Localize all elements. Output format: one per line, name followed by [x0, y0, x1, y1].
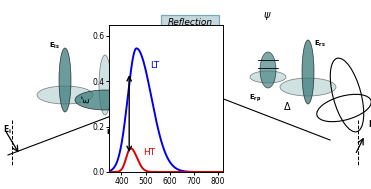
Text: Sample: Sample [173, 28, 207, 37]
Ellipse shape [302, 40, 314, 104]
Text: LT: LT [150, 61, 160, 70]
Text: $\theta$: $\theta$ [159, 93, 167, 105]
Ellipse shape [250, 71, 286, 83]
Text: Reflection: Reflection [167, 18, 213, 27]
Ellipse shape [37, 86, 93, 104]
Ellipse shape [59, 48, 71, 112]
Text: $\mathbf{E_{rs}}$: $\mathbf{E_{rs}}$ [314, 39, 326, 49]
Ellipse shape [260, 52, 276, 88]
Text: $\mathbf{E_i}$: $\mathbf{E_i}$ [3, 124, 12, 136]
Ellipse shape [75, 90, 135, 110]
Ellipse shape [280, 78, 336, 96]
Text: $\mathbf{E_{rp}}$: $\mathbf{E_{rp}}$ [249, 93, 261, 104]
Text: $\Delta$: $\Delta$ [283, 100, 291, 112]
Text: $\psi$: $\psi$ [263, 10, 271, 22]
Text: $\mathbf{E_{ip}}$: $\mathbf{E_{ip}}$ [106, 128, 118, 139]
Text: $\mathbf{E_{is}}$: $\mathbf{E_{is}}$ [49, 41, 60, 51]
Text: HT: HT [143, 148, 155, 157]
Ellipse shape [99, 55, 111, 115]
Text: $\mathbf{E_r}$: $\mathbf{E_r}$ [368, 119, 371, 131]
FancyBboxPatch shape [161, 15, 219, 61]
Y-axis label: ε″: ε″ [81, 94, 91, 103]
